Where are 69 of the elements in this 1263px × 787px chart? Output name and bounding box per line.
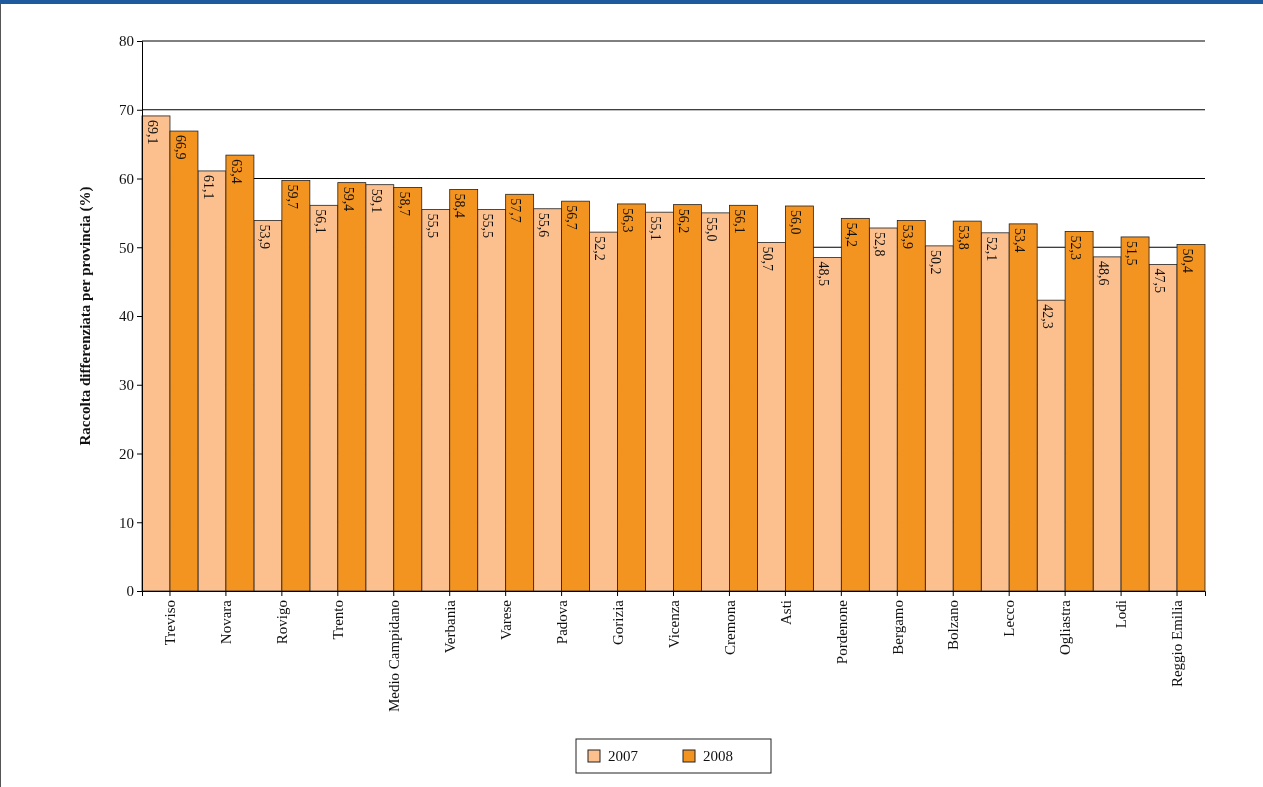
legend-label: 2007 [608,748,639,764]
x-tick-label: Bergamo [889,600,906,655]
y-tick-label: 70 [119,102,134,119]
x-tick-label: Treviso [162,600,179,646]
x-tick-label: Asti [777,600,794,626]
y-tick-label: 50 [119,239,134,256]
data-label: 59,1 [368,188,384,214]
data-label: 59,4 [340,186,356,212]
x-tick-label: Verbania [441,599,458,654]
data-label: 58,4 [452,193,468,218]
x-tick-label: Pordenone [833,599,850,665]
data-label: 56,7 [564,205,580,230]
data-label: 56,1 [312,209,328,234]
y-tick-label: 60 [119,170,134,187]
y-tick-label: 10 [119,514,134,531]
data-label: 55,6 [536,212,552,238]
x-tick-label: Ogliastra [1057,599,1074,655]
x-tick-label: Trento [330,600,347,640]
data-label: 53,9 [900,224,916,249]
y-tick-label: 0 [126,583,134,600]
data-label: 52,2 [592,236,608,261]
x-tick-label: Varese [497,599,514,640]
y-tick-label: 20 [119,445,134,462]
data-label: 58,7 [396,191,412,216]
data-label: 54,2 [844,222,860,247]
data-label: 55,5 [424,213,440,238]
x-tick-label: Lecco [1001,600,1018,637]
data-label: 53,4 [1011,227,1027,253]
x-tick-label: Padova [553,599,570,645]
x-tick-label: Rovigo [274,600,291,645]
data-label: 52,8 [872,232,888,257]
data-label: 56,1 [732,209,748,234]
data-label: 53,8 [956,225,971,250]
data-label: 61,1 [200,174,216,200]
data-label: 50,4 [1179,248,1195,273]
data-label: 52,3 [1067,235,1083,260]
x-tick-label: Lodi [1113,600,1130,629]
data-label: 59,7 [284,184,300,210]
legend-label: 2008 [703,748,733,764]
data-label: 50,2 [928,249,944,275]
x-tick-label: Bolzano [945,600,962,650]
data-label: 57,7 [508,198,524,223]
x-tick-label: Medio Campidano [386,600,403,713]
data-label: 55,1 [648,216,664,241]
data-label: 56,0 [788,210,804,235]
x-tick-label: Reggio Emilia [1169,599,1186,688]
x-tick-label: Vicenza [665,599,682,649]
data-label: 50,7 [760,246,776,271]
data-label: 55,0 [704,216,720,242]
data-label: 56,3 [620,207,636,233]
data-label: 51,5 [1123,240,1139,266]
data-label: 48,6 [1095,260,1111,286]
x-tick-label: Cremona [721,599,738,655]
data-label: 56,2 [676,208,692,234]
data-label: 42,3 [1039,304,1055,329]
y-tick-label: 30 [119,377,134,394]
data-label: 48,5 [816,261,832,287]
data-label: 53,9 [256,224,272,249]
y-tick-label: 40 [119,308,134,325]
x-tick-label: Novara [218,599,235,645]
y-tick-label: 80 [119,33,134,50]
data-label: 63,4 [228,159,244,184]
data-label: 69,1 [144,119,160,145]
data-label: 66,9 [172,135,188,160]
x-tick-label: Gorizia [609,599,626,645]
data-label: 55,5 [480,213,496,238]
y-axis-title: Raccolta differenziata per provincia (%) [77,186,94,446]
data-label: 52,1 [983,236,999,262]
data-label: 47,5 [1151,268,1167,293]
